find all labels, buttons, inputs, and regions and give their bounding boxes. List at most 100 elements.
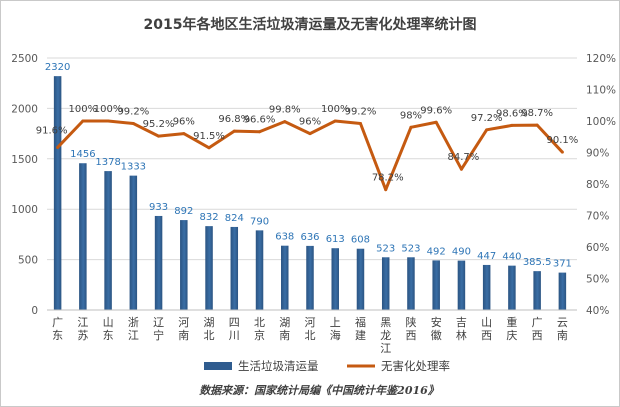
bar bbox=[306, 245, 314, 310]
legend-bar-swatch bbox=[204, 362, 232, 370]
bar-data-label: 824 bbox=[225, 213, 244, 224]
rate-data-label: 99.2% bbox=[345, 107, 377, 118]
rate-point bbox=[207, 146, 211, 150]
bar bbox=[407, 257, 415, 310]
bar-data-label: 1333 bbox=[121, 162, 146, 173]
bar-data-label: 608 bbox=[351, 235, 370, 246]
y-left-tick-label: 2500 bbox=[11, 53, 38, 65]
category-label: 北京 bbox=[254, 316, 265, 342]
rate-point bbox=[535, 123, 539, 127]
y-right-tick-label: 40% bbox=[586, 305, 609, 317]
bar bbox=[230, 226, 239, 310]
bar-data-label: 892 bbox=[174, 206, 193, 217]
category-label: 四川 bbox=[229, 316, 240, 342]
bar bbox=[129, 175, 138, 310]
legend: 生活垃圾清运量 无害化处理率 bbox=[204, 359, 450, 373]
bar bbox=[482, 264, 491, 310]
rate-data-label: 91.5% bbox=[193, 131, 225, 142]
category-label: 河南 bbox=[178, 316, 189, 342]
rate-data-label: 96% bbox=[173, 117, 195, 128]
legend-bar-label: 生活垃圾清运量 bbox=[238, 359, 319, 373]
bar-data-label: 523 bbox=[376, 243, 395, 254]
y-left-tick-label: 1500 bbox=[11, 154, 38, 166]
rate-data-label: 90.1% bbox=[546, 135, 578, 146]
bar bbox=[508, 265, 516, 310]
category-label: 广西 bbox=[532, 316, 543, 342]
bar bbox=[79, 163, 87, 310]
bar-data-label: 613 bbox=[326, 234, 345, 245]
bar bbox=[53, 76, 62, 310]
bar-data-label: 636 bbox=[300, 232, 319, 243]
bar-data-label: 440 bbox=[502, 252, 521, 263]
rate-data-label: 100% bbox=[94, 104, 123, 115]
rate-point bbox=[459, 167, 463, 171]
bar bbox=[205, 226, 213, 310]
rate-point bbox=[434, 120, 438, 124]
rate-point bbox=[81, 119, 85, 123]
bar-data-label: 490 bbox=[452, 247, 471, 258]
y-right-tick-label: 80% bbox=[586, 179, 609, 191]
bar-data-label: 492 bbox=[427, 246, 446, 257]
rate-point bbox=[560, 150, 564, 154]
category-label: 湖北 bbox=[204, 316, 215, 342]
bar bbox=[154, 215, 163, 310]
rate-point bbox=[358, 122, 362, 126]
rate-point bbox=[258, 130, 262, 134]
y-right-tick-label: 120% bbox=[586, 53, 616, 65]
category-label: 陕西 bbox=[405, 315, 416, 342]
rate-data-label: 98.6% bbox=[496, 108, 528, 119]
rate-data-label: 99.6% bbox=[420, 105, 452, 116]
bar bbox=[104, 171, 112, 310]
rate-point bbox=[131, 122, 135, 126]
rate-data-label: 96% bbox=[299, 117, 321, 128]
category-label: 重庆 bbox=[506, 315, 517, 342]
rate-point bbox=[384, 188, 388, 192]
bar bbox=[281, 245, 289, 310]
bar-data-label: 790 bbox=[250, 216, 269, 227]
y-right-tick-label: 100% bbox=[586, 116, 616, 128]
category-label: 浙江 bbox=[128, 316, 139, 342]
rate-point bbox=[106, 119, 110, 123]
rate-data-label: 99.8% bbox=[269, 105, 301, 116]
bar bbox=[255, 230, 264, 310]
rate-point bbox=[232, 129, 236, 133]
category-label: 江苏 bbox=[77, 316, 88, 342]
legend-line-label: 无害化处理率 bbox=[381, 359, 450, 373]
rate-data-label: 96.8% bbox=[218, 114, 250, 125]
y-right-tick-label: 60% bbox=[586, 242, 609, 254]
category-label: 辽宁 bbox=[153, 316, 164, 342]
category-label: 河北 bbox=[305, 316, 316, 342]
y-left-tick-label: 2000 bbox=[11, 103, 38, 115]
bar-data-label: 1378 bbox=[95, 157, 120, 168]
bar-data-label: 523 bbox=[401, 243, 420, 254]
bar-series bbox=[53, 76, 567, 310]
y-right-tick-label: 70% bbox=[586, 211, 609, 223]
rate-data-label: 97.2% bbox=[471, 113, 503, 124]
rate-point bbox=[333, 119, 337, 123]
y-right-tick-label: 90% bbox=[586, 148, 609, 160]
y-left-tick-label: 1000 bbox=[11, 204, 38, 216]
bar-data-label: 832 bbox=[200, 212, 219, 223]
rate-point bbox=[283, 120, 287, 124]
chart-title: 2015年各地区生活垃圾清运量及无害化处理率统计图 bbox=[144, 16, 477, 33]
rate-data-label: 91.6% bbox=[36, 125, 68, 136]
rate-data-label: 100% bbox=[69, 104, 98, 115]
rate-data-label: 99.2% bbox=[117, 107, 149, 118]
rate-point bbox=[56, 145, 60, 149]
bar bbox=[457, 260, 466, 310]
bar-data-label: 1456 bbox=[70, 149, 95, 160]
rate-point bbox=[182, 132, 186, 136]
rate-point bbox=[485, 128, 489, 132]
axes: 0 500 1000 1500 2000 2500 40% 50% 60% 70% 80% 90% 10… bbox=[11, 53, 616, 355]
rate-data-label: 84.7% bbox=[448, 152, 480, 163]
category-label: 山西 bbox=[481, 316, 492, 342]
y-left-tick-label: 500 bbox=[18, 255, 38, 267]
rate-point bbox=[409, 125, 413, 129]
rate-data-label: 100% bbox=[321, 104, 350, 115]
category-label: 上海 bbox=[330, 316, 341, 342]
rate-point bbox=[510, 123, 514, 127]
rate-data-label: 95.2% bbox=[143, 119, 175, 130]
